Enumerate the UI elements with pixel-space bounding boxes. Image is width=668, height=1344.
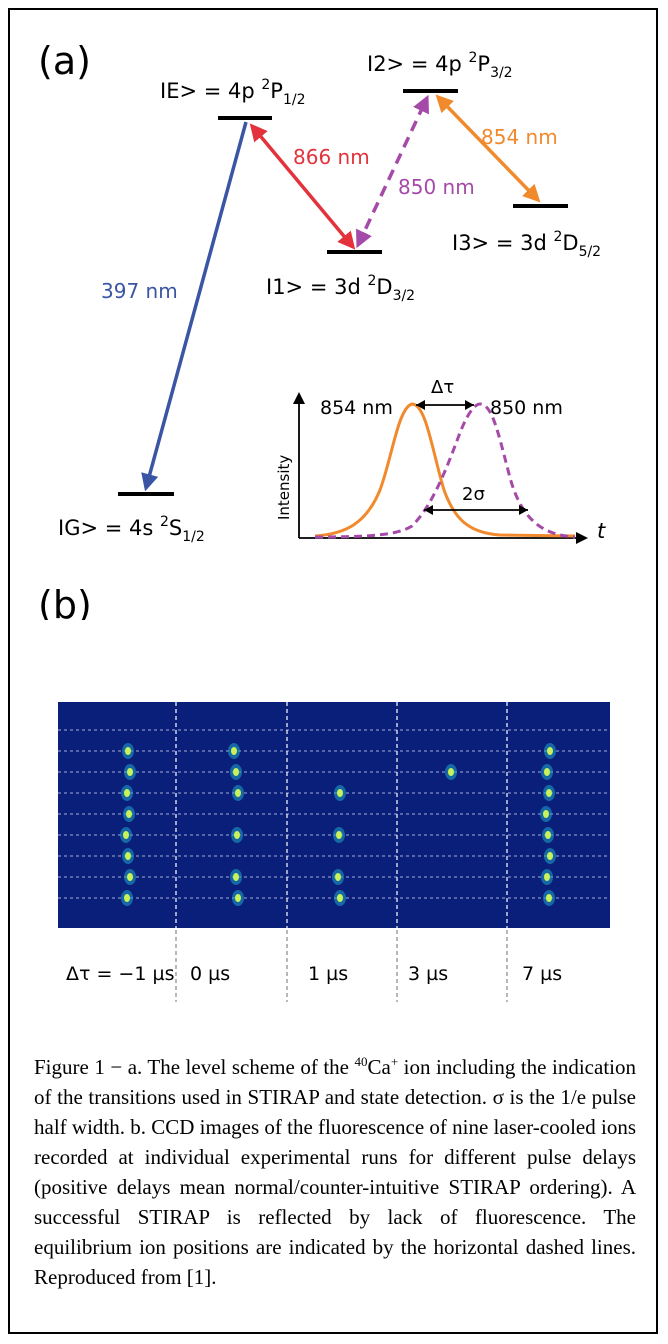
ion-spot [543, 890, 555, 906]
pulse-850-curve [314, 402, 576, 539]
arrow-397 [141, 121, 248, 492]
arrow-866 [249, 123, 356, 250]
ion-spot [542, 827, 554, 843]
ion-spot [230, 764, 242, 780]
ion-spot [232, 890, 244, 906]
level-G-label: IG> = 4s 2S1/2 [58, 514, 205, 545]
column-dividers [175, 702, 508, 1002]
level-E-label: IE> = 4p 2P1/2 [160, 77, 306, 108]
arrow-850 [356, 94, 429, 249]
ion-spot [122, 743, 134, 759]
ion-spot [541, 869, 553, 885]
column-labels: Δτ = −1 µs 0 µs 1 µs 3 µs 7 µs [66, 963, 562, 985]
ccd-background [58, 702, 610, 928]
ion-spot [544, 743, 556, 759]
level-3-label: I3> = 3d 2D5/2 [452, 229, 601, 260]
column-label: 3 µs [408, 963, 448, 985]
ion-spot [445, 764, 457, 780]
panel-a-label: (a) [38, 39, 91, 83]
level-1-label: I1> = 3d 2D3/2 [266, 273, 415, 304]
pulse-inset: 854 nm 850 nm Δτ 2σ Intensity t [275, 377, 606, 544]
column-label: 0 µs [190, 963, 230, 985]
inset-xlabel: t [597, 519, 606, 543]
ion-spot [124, 869, 136, 885]
level-2-label: I2> = 4p 2P3/2 [367, 50, 513, 81]
ion-spot [543, 785, 555, 801]
ion-spot [123, 806, 135, 822]
label-397: 397 nm [101, 279, 178, 303]
ion-spot [121, 890, 133, 906]
ccd-image-panel: Δτ = −1 µs 0 µs 1 µs 3 µs 7 µs [58, 702, 610, 1002]
inset-pulse-850: 850 nm [490, 397, 563, 419]
ion-spot [124, 764, 136, 780]
ion-spot [230, 869, 242, 885]
ion-spot [120, 827, 132, 843]
ion-spots [120, 743, 556, 906]
ion-spot [231, 827, 243, 843]
label-850: 850 nm [398, 175, 475, 199]
ion-spot [332, 869, 344, 885]
ion-spot [334, 890, 346, 906]
label-866: 866 nm [293, 145, 370, 169]
figure-caption: Figure 1 − a. The level scheme of the 40… [34, 1054, 636, 1289]
column-label: 7 µs [522, 963, 562, 985]
pulse-854-curve [314, 402, 576, 538]
ion-spot [540, 806, 552, 822]
column-label: 1 µs [308, 963, 348, 985]
inset-ylabel: Intensity [275, 455, 293, 520]
ion-spot [541, 764, 553, 780]
ion-spot [334, 785, 346, 801]
ion-spot [122, 848, 134, 864]
label-854: 854 nm [481, 125, 558, 149]
inset-delay: Δτ [431, 377, 454, 398]
ion-spot [544, 848, 556, 864]
ion-spot [121, 785, 133, 801]
ion-spot [232, 785, 244, 801]
ion-spot [228, 743, 240, 759]
ion-spot [333, 827, 345, 843]
level-scheme: (a) IE> = 4p 2P1/2 I2> = 4p 2P3/2 I1> = … [38, 39, 606, 620]
column-label: Δτ = −1 µs [66, 963, 174, 985]
inset-width: 2σ [462, 484, 485, 505]
panel-b-label: (b) [38, 583, 92, 620]
inset-pulse-854: 854 nm [320, 397, 393, 419]
arrow-854 [435, 94, 541, 203]
